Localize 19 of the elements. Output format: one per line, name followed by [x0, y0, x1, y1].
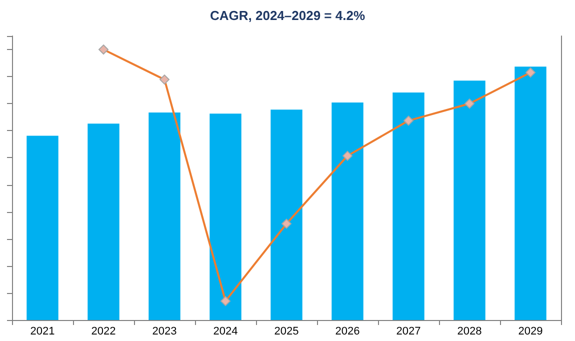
bar: [514, 66, 546, 320]
bar: [332, 102, 364, 320]
bar: [26, 136, 58, 320]
x-tick-label: 2021: [30, 326, 55, 338]
x-tick-label: 2028: [457, 326, 482, 338]
x-tick-label: 2027: [396, 326, 421, 338]
bar: [270, 110, 302, 320]
bar: [392, 92, 424, 320]
bar: [88, 124, 120, 320]
x-tick-label: 2023: [152, 326, 177, 338]
x-tick-label: 2024: [213, 326, 238, 338]
bar: [454, 80, 486, 320]
bar: [210, 114, 242, 320]
chart-title: CAGR, 2024–2029 = 4.2%: [210, 8, 366, 23]
x-tick-label: 2022: [91, 326, 116, 338]
bar: [148, 112, 180, 320]
x-tick-label: 2026: [335, 326, 360, 338]
x-tick-label: 2029: [518, 326, 543, 338]
x-tick-label: 2025: [274, 326, 299, 338]
